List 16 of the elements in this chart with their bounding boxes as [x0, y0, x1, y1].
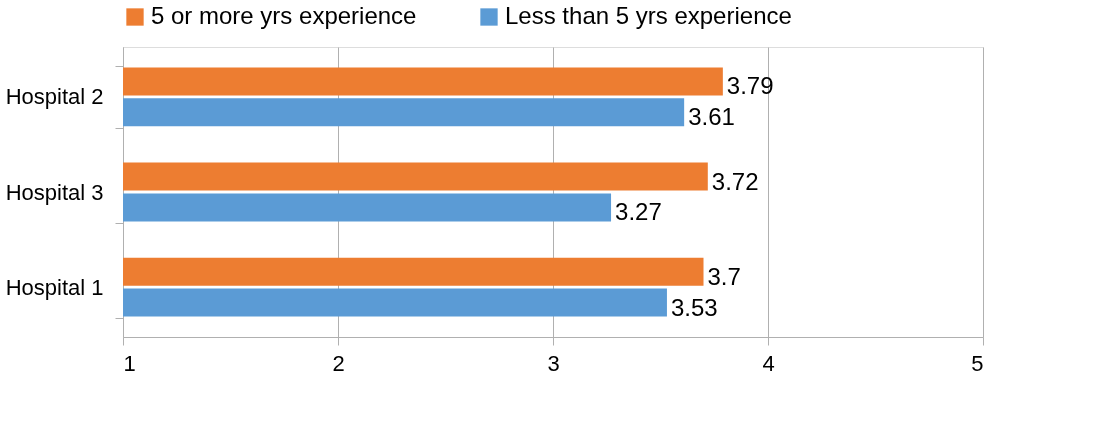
data-label: 3.79	[726, 72, 774, 100]
x-tick-label: 1	[123, 350, 136, 376]
legend-label: 5 or more yrs experience	[151, 2, 417, 29]
data-label: 3.53	[670, 293, 718, 321]
y-tick-label: Hospital 3	[5, 179, 104, 205]
x-tick-label: 4	[762, 350, 775, 376]
data-label: 3.7	[707, 262, 741, 290]
data-label: 3.61	[688, 103, 735, 131]
x-tick-label: 2	[332, 350, 345, 376]
legend-label: Less than 5 yrs experience	[505, 2, 792, 29]
data-label: 3.72	[711, 167, 759, 195]
y-tick-label: Hospital 2	[5, 84, 104, 110]
x-tick-label: 3	[547, 350, 560, 376]
data-label: 3.27	[615, 198, 662, 226]
y-tick-label: Hospital 1	[5, 274, 104, 300]
x-tick-label: 5	[971, 350, 984, 376]
